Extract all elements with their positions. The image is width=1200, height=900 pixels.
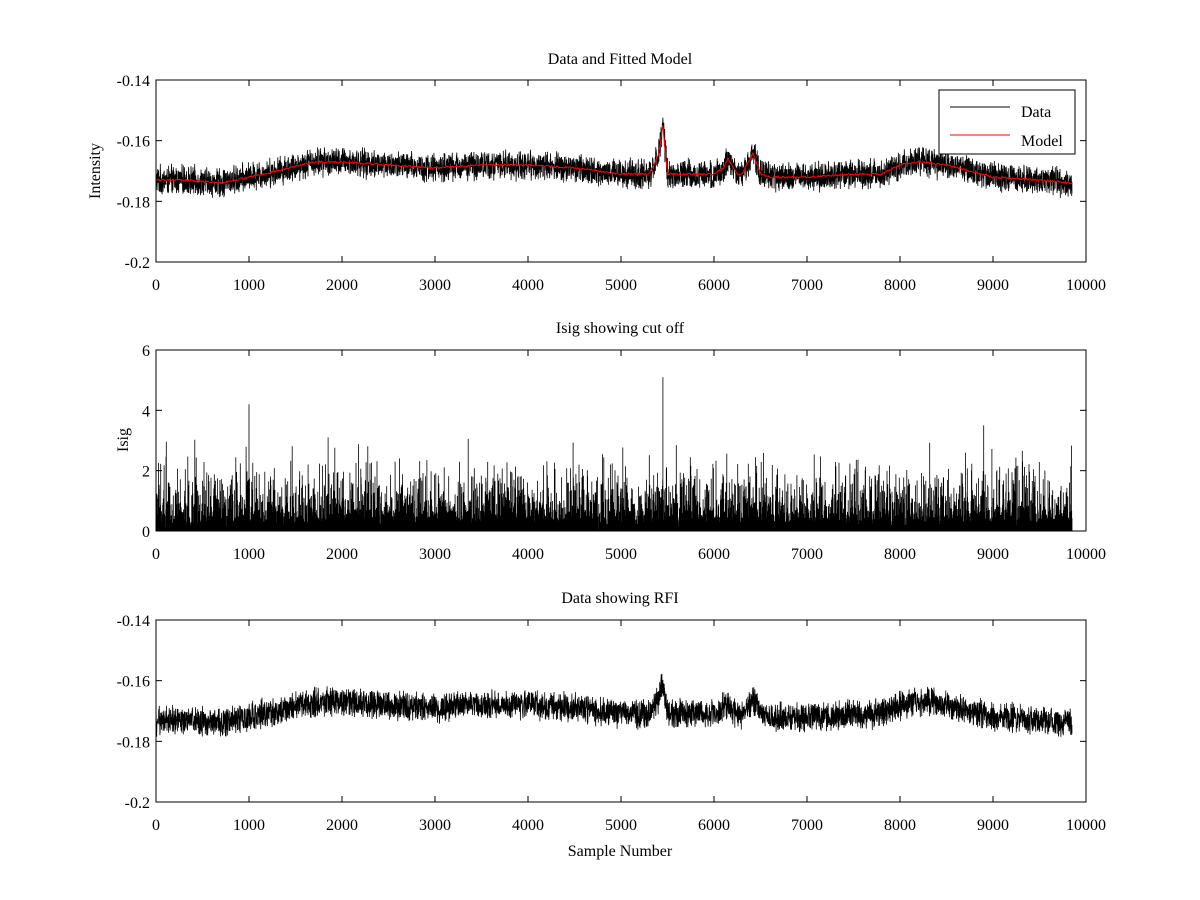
panel-1: Data and Fitted Model Intensity 0 1000 200… <box>87 51 1106 294</box>
panel-2-ytick-label: 0 <box>142 524 150 541</box>
panel-1-xtick-label: 5000 <box>605 277 637 294</box>
panel-3-series-data <box>155 673 1073 737</box>
panel-2-xtick-label: 7000 <box>791 546 823 563</box>
panel-1-title: Data and Fitted Model <box>548 51 693 68</box>
panel-1-ylabel: Intensity <box>87 143 104 199</box>
panel-2-xtick-label: 4000 <box>512 546 544 563</box>
panel-1-ytick-label: -0.18 <box>117 194 150 211</box>
panel-2-xtick-label: 1000 <box>233 546 265 563</box>
panel-2-plot: 0 1000 2000 3000 4000 5000 6000 7000 8000 9000 100… <box>142 343 1106 563</box>
panel-3-xtick-label: 9000 <box>977 817 1009 834</box>
panel-2-xtick-label: 5000 <box>605 546 637 563</box>
panel-3-title: Data showing RFI <box>561 590 678 607</box>
panel-3-xtick-label: 0 <box>152 817 160 834</box>
panel-3-xtick-label: 3000 <box>419 817 451 834</box>
panel-3-xtick-label: 7000 <box>791 817 823 834</box>
panel-3-xtick-label: 2000 <box>326 817 358 834</box>
panel-2-ytick-label: 2 <box>142 464 150 481</box>
panel-3-xtick-label: 10000 <box>1066 817 1106 834</box>
panel-2-xtick-label: 0 <box>152 546 160 563</box>
panel-1-series-model <box>155 125 1073 185</box>
panel-1-xtick-label: 0 <box>152 277 160 294</box>
legend: Data Model <box>938 89 1076 155</box>
panel-3-ytick-label: -0.2 <box>125 795 150 812</box>
panel-2: Isig showing cut off Isig 0 1000 2000 3000 4… <box>115 320 1106 563</box>
panel-2-ytick-label: 4 <box>142 403 150 420</box>
panel-1-ytick-label: -0.14 <box>117 73 150 90</box>
panel-3-xtick-label: 4000 <box>512 817 544 834</box>
panel-3-ytick-label: -0.18 <box>117 734 150 751</box>
panel-1-xtick-label: 8000 <box>884 277 916 294</box>
panel-3: Data showing RFI 0 1000 2000 3000 4000 5000 60… <box>117 590 1106 860</box>
panel-3-xtick-label: 8000 <box>884 817 916 834</box>
panel-1-xtick-label: 10000 <box>1066 277 1106 294</box>
panel-1-xtick-label: 7000 <box>791 277 823 294</box>
panel-2-ylabel: Isig <box>115 428 132 452</box>
panel-1-xtick-label: 4000 <box>512 277 544 294</box>
panel-2-xtick-label: 3000 <box>419 546 451 563</box>
legend-model-label: Model <box>1021 133 1063 150</box>
panel-1-ytick-label: -0.2 <box>125 255 150 272</box>
panel-3-xtick-label: 6000 <box>698 817 730 834</box>
panel-1-xtick-label: 6000 <box>698 277 730 294</box>
panel-1-xtick-label: 9000 <box>977 277 1009 294</box>
panel-2-xtick-label: 10000 <box>1066 546 1106 563</box>
panel-2-xtick-label: 8000 <box>884 546 916 563</box>
panel-1-xtick-label: 3000 <box>419 277 451 294</box>
panel-3-xtick-label: 5000 <box>605 817 637 834</box>
panel-3-plot: 0 1000 2000 3000 4000 5000 6000 7000 8000 9000 100… <box>117 613 1106 834</box>
panel-1-plot: 0 1000 2000 3000 4000 5000 6000 7000 8000 9000 100… <box>117 73 1106 294</box>
panel-2-xtick-label: 6000 <box>698 546 730 563</box>
panel-1-series-data <box>155 117 1073 199</box>
panel-1-ytick-label: -0.16 <box>117 134 150 151</box>
legend-box <box>938 89 1076 155</box>
panel-3-xtick-label: 1000 <box>233 817 265 834</box>
panel-3-xlabel: Sample Number <box>568 843 673 860</box>
legend-data-label: Data <box>1021 104 1051 121</box>
panel-2-ytick-label: 6 <box>142 343 150 360</box>
panel-2-title: Isig showing cut off <box>556 320 685 337</box>
panel-2-xtick-label: 9000 <box>977 546 1009 563</box>
panel-3-ytick-label: -0.14 <box>117 613 150 630</box>
panel-2-xtick-label: 2000 <box>326 546 358 563</box>
panel-3-ytick-label: -0.16 <box>117 674 150 691</box>
panel-1-xtick-label: 2000 <box>326 277 358 294</box>
panel-1-xtick-label: 1000 <box>233 277 265 294</box>
